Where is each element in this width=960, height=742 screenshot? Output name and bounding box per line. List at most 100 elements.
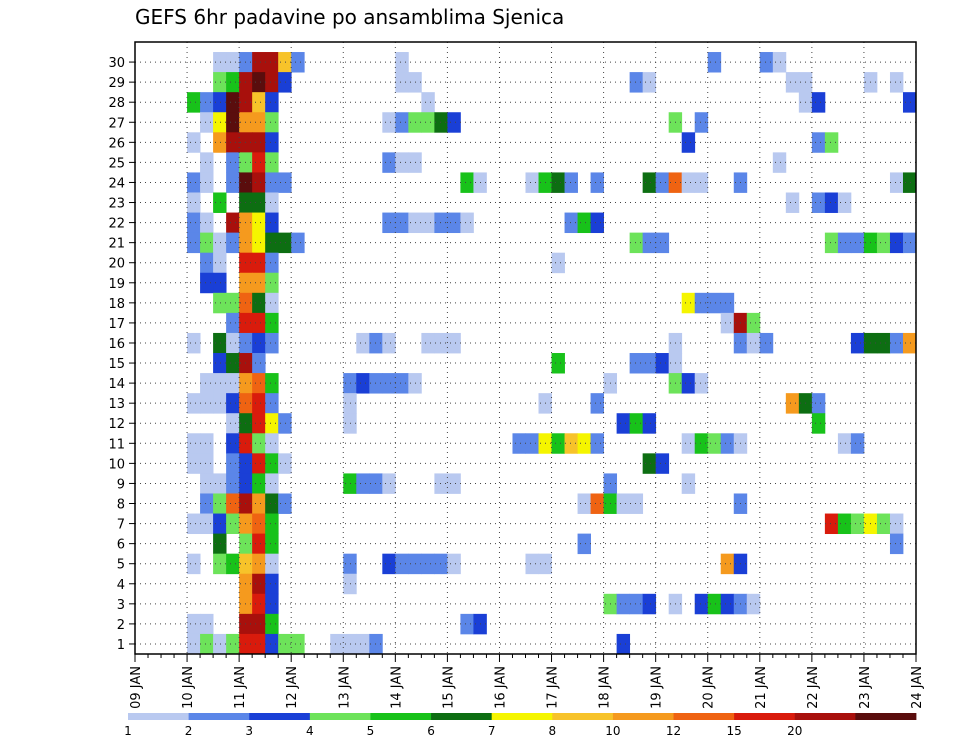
colorbar-swatch <box>855 713 917 720</box>
precip-cell <box>265 132 279 153</box>
precip-cell <box>395 373 409 394</box>
precip-cell <box>226 453 240 474</box>
precip-cell <box>421 212 435 234</box>
precip-cell <box>811 393 826 414</box>
x-tick-label: 10 JAN <box>181 666 196 709</box>
precip-cell <box>785 192 800 213</box>
precip-cell <box>681 433 696 454</box>
precip-cell <box>720 553 735 575</box>
precip-cell <box>265 373 279 394</box>
colorbar-swatch <box>188 713 250 720</box>
precip-cell <box>369 473 383 494</box>
precip-cell <box>824 132 839 153</box>
precip-cell <box>278 633 292 655</box>
precip-cell <box>278 172 292 193</box>
precip-cell <box>213 132 227 153</box>
precip-cell <box>278 232 292 254</box>
y-tick-label: 10 <box>108 457 125 472</box>
colorbar-label: 8 <box>548 724 556 738</box>
precip-cell <box>889 332 904 354</box>
precip-cell <box>629 413 644 434</box>
precip-cell <box>187 192 201 213</box>
precip-cell <box>265 192 279 213</box>
precip-cell <box>213 353 227 374</box>
precip-cell <box>278 453 292 474</box>
y-tick-label: 16 <box>108 337 125 352</box>
precip-cell <box>590 172 604 193</box>
y-tick-label: 25 <box>108 156 125 171</box>
precip-cell <box>525 172 539 193</box>
colorbar-swatch <box>249 713 311 720</box>
precip-cell <box>824 232 839 254</box>
precip-cell <box>200 373 214 394</box>
colorbar-label: 3 <box>245 724 253 738</box>
colorbar-label: 15 <box>727 724 742 738</box>
precip-cell <box>252 613 266 635</box>
precip-cell <box>330 633 344 655</box>
precip-cell <box>447 332 461 354</box>
precip-cell <box>187 172 201 193</box>
precip-cell <box>811 413 826 434</box>
precip-cell <box>265 52 279 73</box>
precip-cell <box>226 52 240 73</box>
precip-cell <box>187 613 201 635</box>
colorbar-label: 4 <box>306 724 314 738</box>
precip-cell <box>200 152 214 173</box>
precip-cell <box>187 212 201 234</box>
precip-cell <box>746 332 761 354</box>
precip-cell <box>447 473 461 494</box>
precip-cell <box>889 513 904 535</box>
precip-cell <box>265 593 279 615</box>
precip-cell <box>694 593 709 615</box>
precip-cell <box>772 152 787 173</box>
precip-cell <box>265 573 279 595</box>
x-tick-label: 22 JAN <box>806 666 821 709</box>
precip-cell <box>213 292 227 314</box>
precip-cell <box>187 433 201 454</box>
colorbar-swatch <box>612 713 674 720</box>
precip-cell <box>525 553 539 575</box>
precip-cell <box>226 633 240 655</box>
precip-cell <box>226 172 240 193</box>
precip-cell <box>343 473 357 494</box>
x-tick-label: 18 JAN <box>598 666 613 709</box>
precip-cell <box>187 92 201 113</box>
precip-cell <box>187 332 201 354</box>
precip-cell <box>434 553 448 575</box>
precip-cell <box>889 533 904 555</box>
y-tick-label: 22 <box>108 217 125 232</box>
precip-cell <box>681 473 696 494</box>
y-tick-label: 28 <box>108 96 125 111</box>
precip-cell <box>226 292 240 314</box>
precip-cell <box>681 172 696 193</box>
precip-cell <box>265 513 279 535</box>
colorbar-swatch <box>552 713 614 720</box>
precip-cell <box>707 433 722 454</box>
precip-cell <box>395 553 409 575</box>
precip-cell <box>200 92 214 113</box>
precip-cell <box>187 132 201 153</box>
precip-cell <box>421 92 435 113</box>
precip-cell <box>629 593 644 615</box>
precip-cell <box>694 373 709 394</box>
precip-cell <box>252 373 266 394</box>
precip-cell <box>226 332 240 354</box>
precip-cell <box>252 152 266 173</box>
chart-title: GEFS 6hr padavine po ansamblima Sjenica <box>135 5 565 29</box>
precip-cell <box>837 192 852 213</box>
precip-cell <box>200 613 214 635</box>
precip-cell <box>265 212 279 234</box>
precip-cell <box>226 413 240 434</box>
precip-cell <box>889 72 904 93</box>
precip-cell <box>395 212 409 234</box>
y-tick-label: 9 <box>117 477 125 492</box>
y-tick-label: 1 <box>117 638 125 653</box>
precip-cell <box>252 353 266 374</box>
precip-cell <box>226 312 240 334</box>
precip-cell <box>213 473 227 494</box>
precip-cell <box>252 593 266 615</box>
precip-cell <box>824 192 839 213</box>
precip-cell <box>590 433 604 454</box>
precip-cell <box>226 353 240 374</box>
